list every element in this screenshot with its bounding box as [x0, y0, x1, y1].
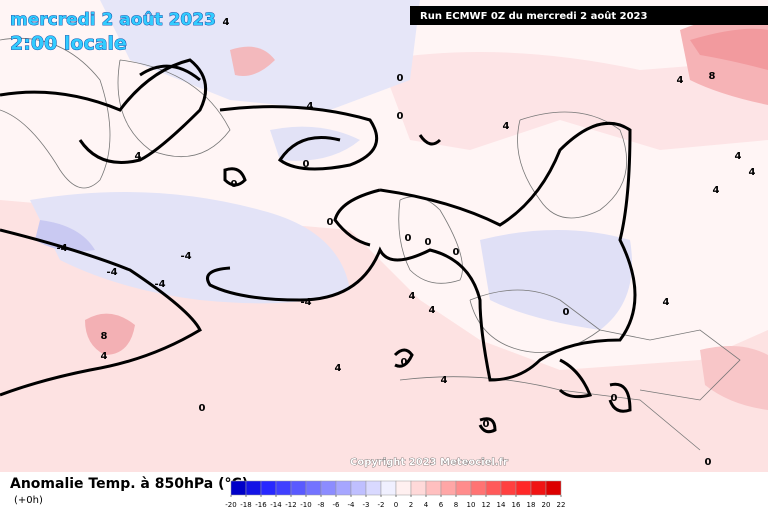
run-box	[410, 6, 768, 25]
scale-swatch	[260, 480, 277, 496]
scale-swatch	[350, 480, 367, 496]
contour-label: 0	[705, 457, 712, 468]
scale-tick-label: -14	[270, 501, 282, 509]
scale-tick-label: 12	[482, 501, 491, 509]
scale-tick-label: -20	[225, 501, 236, 509]
contour-label: 4	[429, 305, 436, 316]
scale-swatch	[455, 480, 472, 496]
contour-label: 0	[327, 217, 334, 228]
contour-label: 4	[749, 167, 756, 178]
scale-tick-label: 4	[424, 501, 429, 509]
scale-swatch	[395, 480, 412, 496]
contour-label: 4	[135, 151, 142, 162]
contour-label: 0	[563, 307, 570, 318]
contour-label: -4	[56, 243, 67, 254]
scale-swatch	[440, 480, 457, 496]
contour-label: 4	[335, 363, 342, 374]
contour-label: 4	[441, 375, 448, 386]
contour-label: 4	[101, 351, 108, 362]
scale-swatch	[425, 480, 442, 496]
scale-tick-label: -12	[285, 501, 296, 509]
scale-tick-label: 16	[512, 501, 521, 509]
contour-label: 0	[425, 237, 432, 248]
scale-tick-label: -2	[378, 501, 385, 509]
scale-tick-label: -10	[300, 501, 311, 509]
contour-label: 0	[401, 357, 408, 368]
contour-label: 4	[713, 185, 720, 196]
scale-swatch	[290, 480, 307, 496]
scale-swatch	[335, 480, 352, 496]
contour-label: 4	[503, 121, 510, 132]
scale-swatch	[485, 480, 502, 496]
scale-tick-label: -6	[333, 501, 341, 509]
scale-tick-label: 14	[497, 501, 506, 509]
scale-swatch	[365, 480, 382, 496]
scale-swatch	[515, 480, 532, 496]
scale-swatch	[410, 480, 427, 496]
contour-label: 4	[663, 297, 670, 308]
contour-label: 0	[231, 179, 238, 190]
scale-swatch	[275, 480, 292, 496]
copyright: Copyright 2023 Meteociel.fr	[350, 457, 508, 468]
scale-tick-label: -18	[240, 501, 251, 509]
scale-tick-label: -8	[318, 501, 325, 509]
scale-tick-label: -16	[255, 501, 267, 509]
scale-swatch	[320, 480, 337, 496]
anomaly-fields	[0, 0, 768, 472]
contour-label: 4	[409, 291, 416, 302]
scale-tick-label: 20	[542, 501, 551, 509]
contour-label: 4	[677, 75, 684, 86]
scale-tick-label: -3	[363, 501, 370, 509]
scale-tick-label: 10	[467, 501, 476, 509]
contour-label: -4	[154, 279, 165, 290]
contour-label: 4	[735, 151, 742, 162]
scale-swatch	[470, 480, 487, 496]
contour-label: 0	[453, 247, 460, 258]
scale-swatch	[545, 480, 562, 496]
legend-step: (+0h)	[14, 495, 43, 506]
contour-label: 0	[397, 111, 404, 122]
contour-label: 0	[483, 419, 490, 430]
time-label: 2:00 locale	[10, 33, 127, 55]
scale-tick-label: 22	[557, 501, 566, 509]
scale-swatch	[530, 480, 547, 496]
run-label: Run ECMWF 0Z du mercredi 2 août 2023	[420, 10, 647, 22]
contour-label: 0	[397, 73, 404, 84]
scale-tick-label: 6	[439, 501, 444, 509]
contour-label: -4	[300, 297, 311, 308]
scale-swatch	[305, 480, 322, 496]
zero-contours	[0, 58, 637, 434]
contour-label: 0	[611, 393, 618, 404]
legend-title: Anomalie Temp. à 850hPa (°C)	[10, 476, 248, 492]
contour-label: 0	[303, 159, 310, 170]
scale-tick-label: 18	[527, 501, 536, 509]
contour-label: -4	[106, 267, 117, 278]
contour-label: 4	[307, 101, 314, 112]
scale-tick-label: 8	[454, 501, 458, 509]
contour-label: 8	[709, 71, 716, 82]
contour-label: 8	[101, 331, 108, 342]
scale-tick-label: -4	[348, 501, 356, 509]
color-scale: -20 -18 -16 -14 -12 -10 -8 -6 -4 -3 -2 0 2 4 6 8 10 12 14 1…	[225, 480, 566, 509]
scale-tick-label: 0	[394, 501, 398, 509]
contour-label: 0	[199, 403, 206, 414]
scale-swatch	[230, 480, 247, 496]
scale-swatch	[245, 480, 262, 496]
contour-label: 4	[223, 17, 230, 28]
scale-tick-label: 2	[409, 501, 413, 509]
scale-swatch	[380, 480, 397, 496]
date-label: mercredi 2 août 2023	[10, 10, 216, 30]
contour-label: 0	[405, 233, 412, 244]
scale-swatch	[500, 480, 517, 496]
contour-label: -4	[180, 251, 191, 262]
